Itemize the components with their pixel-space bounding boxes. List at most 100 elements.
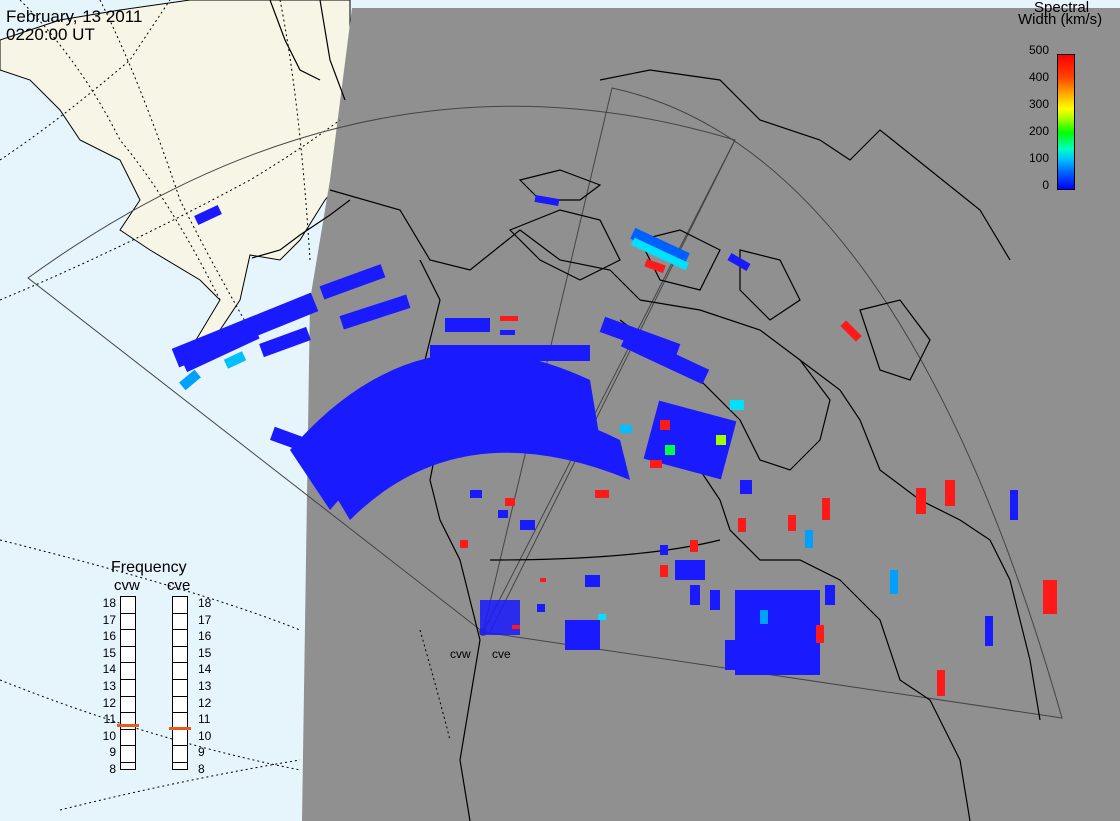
coastlines xyxy=(251,0,1041,821)
echo xyxy=(716,435,726,445)
freq-cell-line xyxy=(173,679,187,680)
freq-cell-line xyxy=(121,645,135,647)
colorbar-tick: 300 xyxy=(1028,97,1049,111)
echo xyxy=(565,620,600,650)
echo xyxy=(840,320,862,342)
echo xyxy=(259,326,311,358)
grid-lines xyxy=(0,0,451,811)
echo xyxy=(194,204,222,226)
freq-cell-line xyxy=(121,728,135,730)
echo xyxy=(598,614,606,620)
freq-tick: 16 xyxy=(102,629,116,644)
echo xyxy=(725,640,745,670)
freq-cell-line xyxy=(173,712,187,714)
echo xyxy=(822,498,830,520)
freq-tick: 11 xyxy=(198,712,211,727)
colorbar-tick: 0 xyxy=(1042,178,1049,192)
freq-col-label-cvw: cvw xyxy=(114,577,140,594)
freq-tick: 17 xyxy=(102,612,116,627)
echo xyxy=(690,540,698,552)
echo xyxy=(180,323,260,373)
frequency-title: Frequency xyxy=(111,559,187,576)
freq-tick: 10 xyxy=(102,728,116,743)
radar-label-cvw: cvw xyxy=(450,647,471,661)
freq-tick: 11 xyxy=(103,712,116,727)
freq-cell-line xyxy=(121,712,135,714)
freq-tick: 15 xyxy=(102,645,116,660)
echo xyxy=(805,530,813,548)
echo xyxy=(816,625,824,643)
freq-cell-line xyxy=(121,745,135,747)
cve-frequency-marker xyxy=(169,726,191,730)
freq-cell-line xyxy=(173,745,187,747)
echo xyxy=(339,294,411,330)
echo xyxy=(660,420,670,430)
fov-outline xyxy=(27,87,1063,719)
echo xyxy=(1043,580,1057,614)
echo xyxy=(710,590,720,610)
echo xyxy=(498,510,508,518)
echo xyxy=(620,331,710,385)
colorbar-tick: 100 xyxy=(1028,151,1049,165)
echo-arc xyxy=(320,406,630,520)
echo xyxy=(825,585,835,605)
echo xyxy=(1010,490,1018,520)
time-label: 0220:00 UT xyxy=(6,25,95,44)
colorbar-title: Spectral xyxy=(1034,0,1090,16)
freq-tick: 9 xyxy=(198,745,205,760)
freq-tick: 8 xyxy=(109,762,116,776)
freq-cell-line xyxy=(121,629,135,631)
echo xyxy=(660,565,668,577)
echo xyxy=(730,400,744,410)
echo xyxy=(665,445,675,455)
freq-tick: 9 xyxy=(109,745,116,760)
echo xyxy=(735,590,820,675)
freq-cell-line xyxy=(173,662,187,664)
echo xyxy=(460,540,468,548)
freq-tick: 18 xyxy=(198,596,212,610)
cve-frequency-bar xyxy=(172,596,188,770)
freq-cell-line xyxy=(121,695,135,697)
echo xyxy=(534,194,560,207)
freq-tick: 13 xyxy=(198,679,212,693)
echo xyxy=(585,575,600,587)
freq-tick: 13 xyxy=(102,679,116,693)
freq-tick: 16 xyxy=(198,629,212,644)
echo xyxy=(788,515,796,531)
echo xyxy=(319,264,386,300)
echo xyxy=(644,258,666,274)
echo xyxy=(660,545,668,555)
echo xyxy=(620,425,632,433)
echo xyxy=(520,520,535,530)
echo xyxy=(760,610,768,624)
freq-tick: 15 xyxy=(198,645,212,660)
freq-tick: 10 xyxy=(198,728,212,743)
echo xyxy=(512,625,520,629)
echo xyxy=(470,490,482,498)
freq-cell-line xyxy=(173,695,187,697)
freq-cell-line xyxy=(173,612,187,614)
echo xyxy=(595,490,609,498)
cvw-frequency-bar xyxy=(120,596,136,770)
echo xyxy=(631,237,689,271)
echo xyxy=(223,351,247,369)
echo xyxy=(500,316,518,321)
colorbar-tick: 200 xyxy=(1028,124,1049,138)
freq-tick: 8 xyxy=(198,762,205,776)
echo xyxy=(740,480,752,494)
freq-tick: 17 xyxy=(198,612,212,627)
freq-cell-line xyxy=(173,762,187,763)
echo xyxy=(500,330,515,335)
colorbar-tick: 500 xyxy=(1028,43,1049,57)
colorbar xyxy=(1057,54,1075,190)
colorbar-tick: 400 xyxy=(1028,70,1049,84)
echo xyxy=(537,604,545,612)
echo xyxy=(540,578,546,582)
echo xyxy=(650,460,662,468)
freq-cell-line xyxy=(173,629,187,631)
echo xyxy=(916,488,926,514)
freq-cell-line xyxy=(121,662,135,664)
freq-cell-line xyxy=(121,679,135,680)
echo xyxy=(727,253,751,271)
